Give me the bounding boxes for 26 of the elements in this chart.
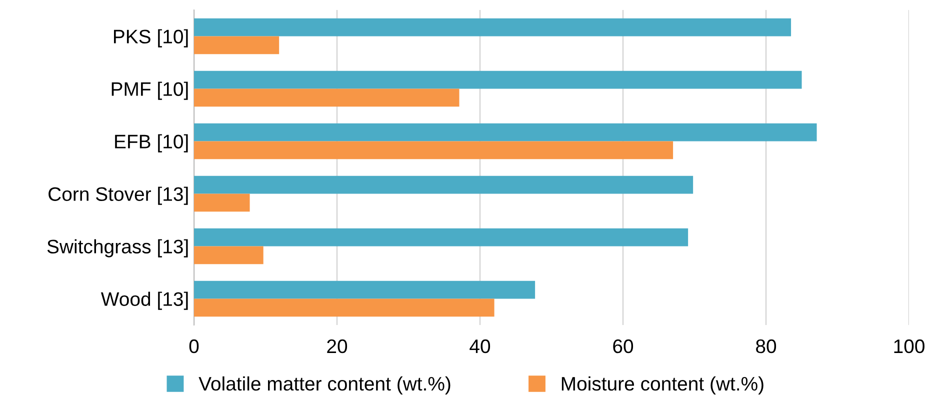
- y-tick-label: Wood [13]: [100, 292, 188, 310]
- bar: [194, 176, 694, 194]
- y-tick-label: PMF [10]: [112, 82, 188, 100]
- bar: [194, 280, 536, 299]
- bar: [194, 18, 792, 36]
- bar: [194, 246, 264, 264]
- y-tick-label: PKS [10]: [114, 29, 188, 48]
- x-tick-label: 80: [756, 339, 776, 354]
- bar: [194, 88, 460, 107]
- x-tick-label: 60: [613, 339, 634, 354]
- bar: [194, 123, 817, 142]
- x-tick-label: 40: [470, 339, 490, 354]
- y-tick-label: Corn Stover [13]: [48, 186, 188, 205]
- bar: [194, 194, 250, 212]
- y-tick-label: Switchgrass [13]: [47, 239, 188, 258]
- legend-label: Moisture content (wt.%): [562, 376, 764, 394]
- x-tick-label: 100: [894, 339, 924, 354]
- bar: [194, 70, 802, 89]
- bar: [194, 141, 674, 160]
- y-tick-label: EFB [10]: [115, 134, 188, 152]
- legend-label: Volatile matter content (wt.%): [198, 376, 450, 394]
- bar: [194, 228, 688, 246]
- x-tick-label: 20: [327, 339, 348, 354]
- bar: [194, 36, 280, 54]
- x-tick-label: 0: [189, 339, 199, 354]
- bar: [194, 298, 494, 317]
